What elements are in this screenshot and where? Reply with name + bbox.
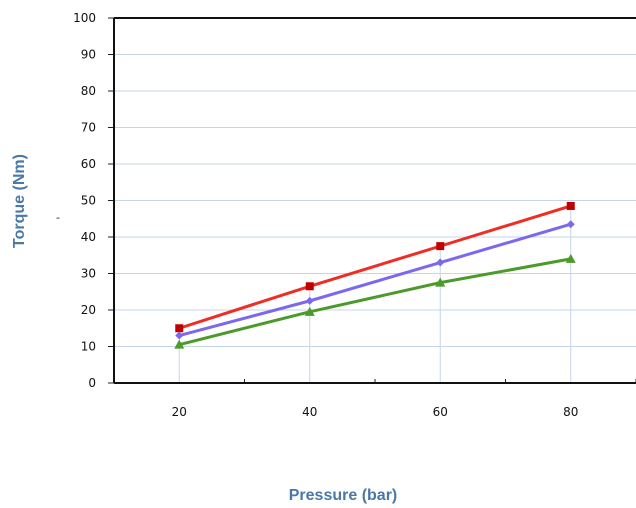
x-tick-label: 60 [433,405,448,419]
triangle-marker [304,306,315,316]
series-line-2 [178,222,572,337]
triangle-marker [565,253,576,263]
diamond-marker [436,258,445,267]
triangle-marker [435,277,446,287]
x-tick-labels: 20 40 60 80 [172,405,579,419]
y-tick-label: 0 [88,376,96,390]
y-tick-label: 10 [81,340,96,354]
series-line-1 [178,204,572,330]
triangle-marker [174,339,185,349]
y-axis-title: Torque (Nm) [11,154,28,248]
y-tick-label: 20 [81,303,96,317]
square-marker [436,242,445,251]
square-marker [566,201,575,210]
y-tick-label: 30 [81,267,96,281]
y-tick-label: 80 [81,84,96,98]
y-tick-label: 90 [81,48,96,62]
y-tick-label: 70 [81,121,96,135]
x-tick-label: 80 [563,405,578,419]
series-layer [174,201,576,349]
y-tick-labels: 0 10 20 30 40 50 60 70 80 90 100 [73,11,96,390]
square-marker [305,282,314,291]
series-line-3 [178,257,572,347]
diamond-marker [175,331,184,340]
diamond-marker [566,220,575,229]
y-tick-label: 50 [81,194,96,208]
x-axis-title: Pressure (bar) [289,487,398,504]
diamond-marker [305,296,314,305]
axes [108,17,636,384]
y-tick-label: 40 [81,230,96,244]
x-tick-label: 20 [172,405,187,419]
square-marker [175,324,184,333]
grid [114,17,636,383]
y-tick-label: 60 [81,157,96,171]
y-tick-label: 100 [73,11,96,25]
x-tick-label: 40 [302,405,317,419]
stray-dash-mark: - [56,211,60,224]
